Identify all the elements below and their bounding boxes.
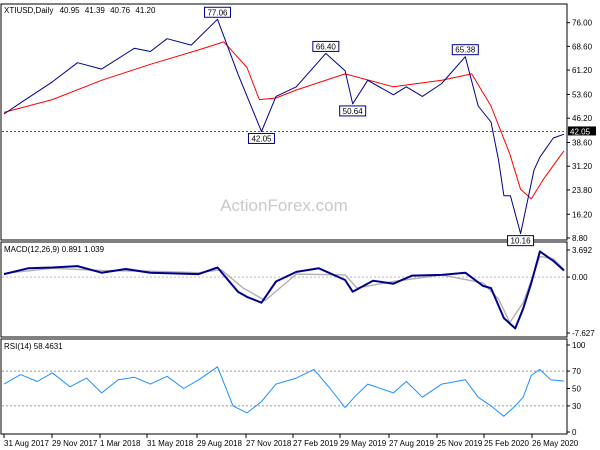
- x-tick-label: 1 Mar 2018: [100, 439, 141, 448]
- price-y-tick-label: 23.80: [572, 186, 593, 195]
- rsi-y-tick-label: 30: [572, 402, 581, 411]
- macd-y-tick-label: 3.692: [572, 246, 593, 255]
- price-annotation-label: 77.06: [207, 8, 228, 17]
- rsi-y-axis: 100 70 50 30 0: [567, 341, 586, 437]
- price-close: 41.20: [135, 6, 156, 15]
- price-y-tick-label: 8.80: [572, 234, 588, 243]
- price-annotation-label: 42.05: [251, 134, 272, 143]
- price-y-tick-label: 16.20: [572, 210, 593, 219]
- price-annotation-box: [339, 105, 367, 117]
- price-line: [3, 18, 565, 235]
- rsi-layer: [2, 366, 566, 417]
- x-tick-label: 27 Aug 2019: [389, 439, 434, 448]
- price-annotation-label: 66.40: [316, 42, 337, 51]
- x-tick-label: 25 Feb 2020: [484, 439, 529, 448]
- current-price-label: 42.05: [570, 127, 591, 136]
- price-y-tick-label: 38.60: [572, 139, 593, 148]
- price-y-tick-label: 53.60: [572, 90, 593, 99]
- rsi-y-tick-label: 100: [572, 341, 586, 350]
- current-price-tag-bg: [568, 126, 596, 136]
- price-annotation-box: [451, 44, 479, 56]
- current-price-tag: 42.05: [568, 126, 596, 136]
- macd-y-tick-label: -7.627: [572, 329, 595, 338]
- price-annotation-box: [507, 235, 535, 247]
- price-annotation: 77.06: [203, 6, 231, 18]
- macd-panel-frame: [0, 241, 568, 338]
- price-y-tick-label: 46.20: [572, 114, 593, 123]
- moving-average-line: [3, 41, 565, 200]
- price-y-tick-label: 31.20: [572, 162, 593, 171]
- macd-y-tick-label: 0.00: [572, 273, 588, 282]
- price-annotation: 50.64: [339, 105, 367, 117]
- x-tick-label: 27 Feb 2019: [293, 439, 338, 448]
- macd-y-axis: 3.692 0.00 -7.627: [567, 246, 595, 338]
- price-annotation-label: 50.64: [343, 107, 364, 116]
- annotation-layer: 77.06 66.40 65.38 50.64 42.05 10.16: [203, 6, 535, 247]
- price-y-tick-label: 76.00: [572, 19, 593, 28]
- price-annotation: 66.40: [312, 40, 340, 52]
- price-annotation-label: 10.16: [511, 237, 532, 246]
- price-y-tick-label: 61.20: [572, 66, 593, 75]
- price-annotation-box: [312, 40, 340, 52]
- macd-signal-line: [3, 255, 565, 324]
- price-annotation-label: 65.38: [455, 46, 476, 55]
- price-annotation: 65.38: [451, 44, 479, 56]
- x-tick-label: 29 May 2019: [340, 439, 387, 448]
- price-low: 40.76: [110, 6, 131, 15]
- price-layer: [3, 18, 565, 235]
- x-tick-label: 29 Aug 2018: [197, 439, 242, 448]
- price-annotation: 42.05: [247, 132, 275, 144]
- price-y-tick-label: 68.60: [572, 42, 593, 51]
- x-axis: 31 Aug 2017 29 Nov 2017 1 Mar 2018 31 May 2…: [3, 434, 579, 448]
- price-annotation-box: [203, 6, 231, 18]
- rsi-panel-frame: [0, 338, 568, 435]
- x-tick-label: 29 Nov 2017: [52, 439, 98, 448]
- price-y-axis: 76.00 68.60 61.20 53.60 46.20 38.60 31.20 23.80…: [567, 19, 593, 243]
- price-panel-title: XTIUSD,Daily 40.95 41.39 40.76 41.20: [4, 6, 156, 15]
- x-tick-label: 27 Nov 2018: [246, 439, 292, 448]
- macd-line: [3, 250, 565, 330]
- price-panel-frame: [0, 3, 568, 241]
- rsi-y-tick-label: 0: [572, 428, 577, 437]
- price-high: 41.39: [85, 6, 106, 15]
- macd-layer: [2, 250, 566, 330]
- price-annotation: 10.16: [507, 235, 535, 247]
- rsi-line: [3, 366, 565, 417]
- x-tick-label: 25 Nov 2019: [437, 439, 483, 448]
- x-tick-label: 26 May 2020: [532, 439, 579, 448]
- rsi-y-tick-label: 50: [572, 385, 581, 394]
- x-tick-label: 31 May 2018: [147, 439, 194, 448]
- macd-panel-title: MACD(12,26,9) 0.891 1.039: [4, 245, 105, 254]
- rsi-panel-title: RSI(14) 58.4631: [4, 342, 63, 351]
- price-open: 40.95: [60, 6, 81, 15]
- price-annotation-box: [247, 132, 275, 144]
- watermark: ActionForex.com: [220, 196, 348, 215]
- rsi-y-tick-label: 70: [572, 367, 581, 376]
- x-tick-label: 31 Aug 2017: [4, 439, 49, 448]
- price-symbol: XTIUSD,Daily: [4, 6, 53, 15]
